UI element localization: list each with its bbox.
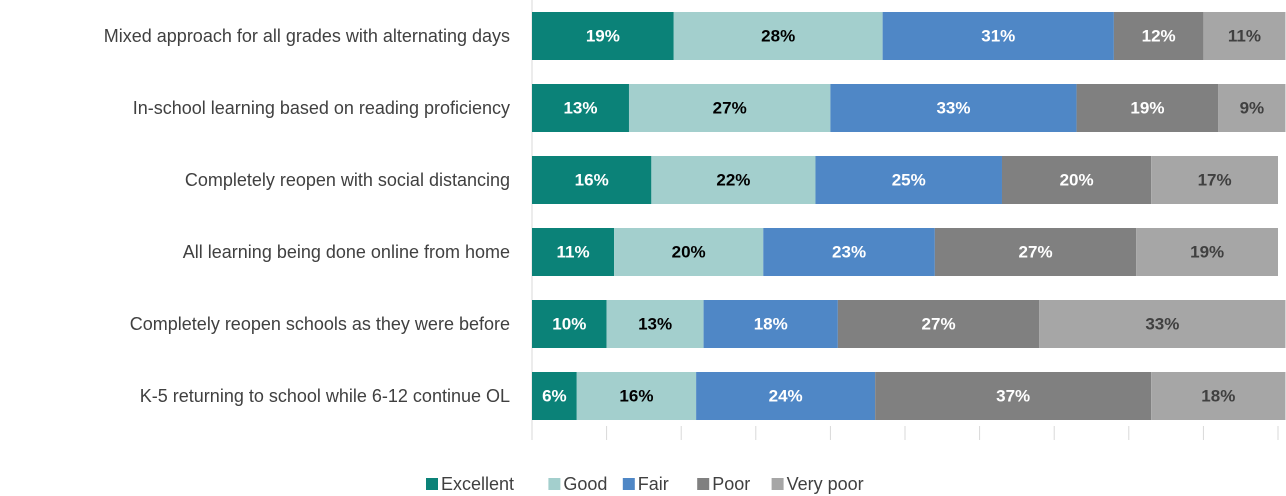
category-label: K-5 returning to school while 6-12 conti… (140, 386, 510, 406)
category-label: Completely reopen schools as they were b… (130, 314, 510, 334)
category-label: In-school learning based on reading prof… (133, 98, 510, 118)
bar-segment (696, 372, 876, 420)
data-label: 37% (996, 387, 1030, 406)
data-label: 22% (716, 171, 750, 190)
data-label: 13% (563, 99, 597, 118)
data-label: 27% (713, 99, 747, 118)
bar-segment (1039, 300, 1286, 348)
bar-segment (875, 372, 1152, 420)
bar-segment (673, 12, 883, 60)
category-label: Mixed approach for all grades with alter… (104, 26, 510, 46)
bar-segment (532, 300, 607, 348)
bar-segment (1001, 156, 1152, 204)
bar-segment (532, 372, 577, 420)
data-label: 31% (981, 27, 1015, 46)
bar-segment (934, 228, 1137, 276)
legend-swatch (622, 478, 635, 490)
bar-segment (606, 300, 704, 348)
data-label: 18% (1201, 387, 1235, 406)
bar-segment (830, 84, 1077, 132)
data-label: 17% (1198, 171, 1232, 190)
legend-swatch (426, 478, 438, 490)
data-label: 11% (1228, 27, 1261, 46)
legend-label: Poor (712, 474, 750, 494)
data-label: 25% (892, 171, 926, 190)
bar-segment (837, 300, 1040, 348)
bar-segment (651, 156, 816, 204)
bar-segment (614, 228, 764, 276)
legend-label: Fair (638, 474, 669, 494)
bar-segment (532, 228, 615, 276)
data-label: 19% (1190, 243, 1224, 262)
data-label: 28% (761, 27, 795, 46)
bar-segment (532, 156, 652, 204)
data-label: 19% (1130, 99, 1164, 118)
data-label: 11% (556, 243, 589, 262)
bar-segment (703, 300, 838, 348)
bar-segment (1151, 372, 1286, 420)
category-label: Completely reopen with social distancing (185, 170, 510, 190)
data-label: 19% (586, 27, 620, 46)
legend-swatch (697, 478, 710, 490)
legend-label: Good (563, 474, 607, 494)
bar-segment (628, 84, 831, 132)
data-label: 20% (1060, 171, 1094, 190)
data-label: 33% (936, 99, 970, 118)
data-label: 16% (619, 387, 653, 406)
data-label: 10% (552, 315, 586, 334)
bar-segment (1113, 12, 1204, 60)
bar-segment (1136, 228, 1278, 276)
data-label: 24% (769, 387, 803, 406)
bar-segment (763, 228, 935, 276)
data-label: 33% (1145, 315, 1179, 334)
legend-swatch (771, 478, 784, 490)
bar-segment (882, 12, 1114, 60)
data-label: 6% (542, 387, 567, 406)
legend-swatch (548, 478, 561, 490)
data-label: 9% (1240, 99, 1265, 118)
bar-segment (1076, 84, 1219, 132)
bar-segment (1218, 84, 1286, 132)
data-label: 16% (575, 171, 609, 190)
bar-segment (532, 12, 674, 60)
bar-segment (1203, 12, 1286, 60)
data-label: 12% (1142, 27, 1176, 46)
data-label: 13% (638, 315, 672, 334)
legend-label: Excellent (441, 474, 514, 494)
category-label: All learning being done online from home (183, 242, 510, 262)
data-label: 18% (754, 315, 788, 334)
bar-segment (576, 372, 697, 420)
data-label: 20% (672, 243, 706, 262)
bar-segment (815, 156, 1002, 204)
data-label: 27% (1019, 243, 1053, 262)
legend-label: Very poor (787, 474, 864, 494)
bar-segment (532, 84, 629, 132)
data-label: 23% (832, 243, 866, 262)
data-label: 27% (922, 315, 956, 334)
bar-segment (1151, 156, 1278, 204)
